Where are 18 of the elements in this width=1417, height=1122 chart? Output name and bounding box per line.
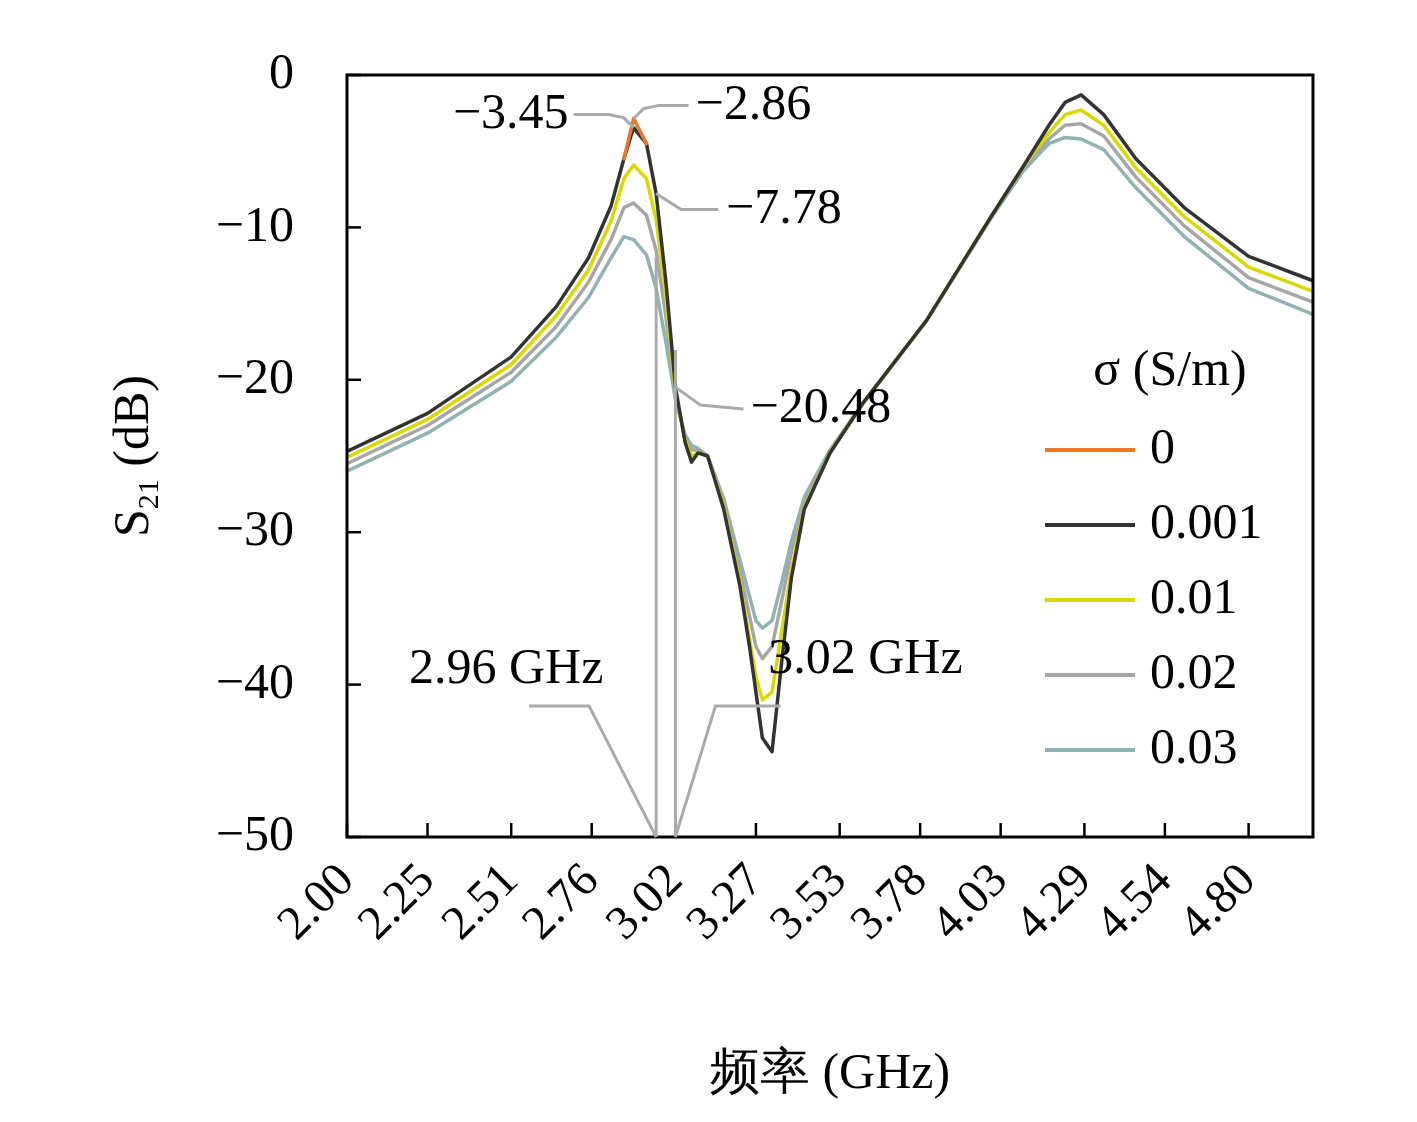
legend-label: 0: [1150, 418, 1175, 475]
annotation: −3.45: [452, 82, 569, 139]
annotation: −7.78: [726, 177, 842, 234]
legend-label: 0.01: [1150, 568, 1238, 625]
y-tick-label: −40: [215, 652, 294, 709]
y-tick-label: −10: [215, 195, 294, 252]
y-tick-label: −30: [215, 500, 294, 557]
y-axis-title: S21 (dB): [103, 375, 164, 537]
legend-title: σ (S/m): [1093, 340, 1247, 397]
y-tick-label: −20: [215, 347, 294, 404]
legend-label: 0.001: [1150, 493, 1263, 550]
y-tick-label: 0: [269, 43, 294, 100]
y-tick-label: −50: [215, 805, 294, 862]
legend-label: 0.03: [1150, 718, 1238, 775]
annotation: −2.86: [695, 73, 812, 130]
legend-label: 0.02: [1150, 643, 1238, 700]
x-axis-title: 频率 (GHz): [709, 1043, 951, 1100]
ref-line-label: 2.96 GHz: [408, 638, 604, 695]
